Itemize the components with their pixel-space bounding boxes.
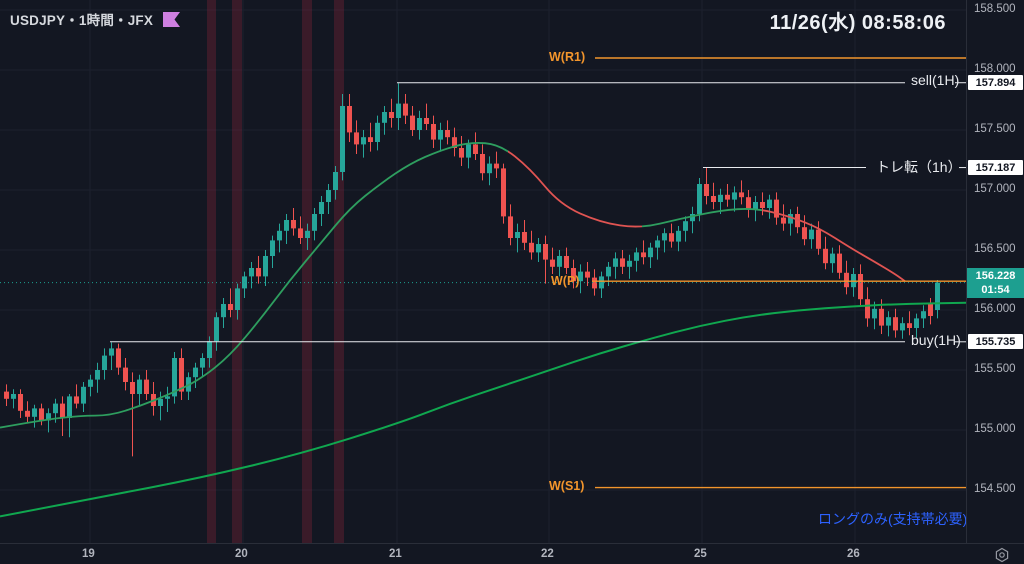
- buy-price-badge: 155.735: [968, 334, 1023, 349]
- axis-settings-gear-icon[interactable]: [994, 547, 1010, 563]
- session-highlight-bands: [207, 0, 344, 543]
- price-tick-label: 155.500: [974, 363, 1016, 375]
- time-axis[interactable]: 19 20 21 22 25 26: [0, 543, 1024, 564]
- ma-fast-segment: [642, 208, 762, 228]
- time-tick-label: 26: [847, 548, 860, 560]
- time-tick-label: 19: [82, 548, 95, 560]
- trend-price-badge: 157.187: [968, 160, 1023, 175]
- price-tick-label: 158.000: [974, 63, 1016, 75]
- time-tick-label: 20: [235, 548, 248, 560]
- current-price-badge: 156.228 01:54: [967, 268, 1024, 298]
- price-tick-label: 154.500: [974, 483, 1016, 495]
- time-tick-label: 25: [694, 548, 707, 560]
- sell-price-badge: 157.894: [968, 75, 1023, 90]
- grid: [0, 0, 966, 543]
- time-tick-label: 22: [541, 548, 554, 560]
- ma-fast-segment: [762, 209, 906, 282]
- price-tick-label: 157.500: [974, 123, 1016, 135]
- price-axis[interactable]: 157.894 157.187 156.228 01:54 155.735 15…: [966, 0, 1024, 543]
- candles: [4, 83, 940, 457]
- ma-slow-line: [0, 301, 966, 518]
- ma-fast-segment: [508, 150, 642, 228]
- price-levels: [110, 57, 966, 489]
- price-tick-label: 156.500: [974, 243, 1016, 255]
- time-tick-label: 21: [389, 548, 402, 560]
- price-tick-label: 155.000: [974, 423, 1016, 435]
- price-tick-label: 158.500: [974, 3, 1016, 15]
- ma-fast-segment: [0, 142, 508, 429]
- current-price-value: 156.228: [975, 270, 1016, 282]
- chart-canvas[interactable]: [0, 0, 966, 543]
- price-tick-label: 157.000: [974, 183, 1016, 195]
- price-tick-label: 156.000: [974, 303, 1016, 315]
- bar-countdown: 01:54: [981, 284, 1010, 296]
